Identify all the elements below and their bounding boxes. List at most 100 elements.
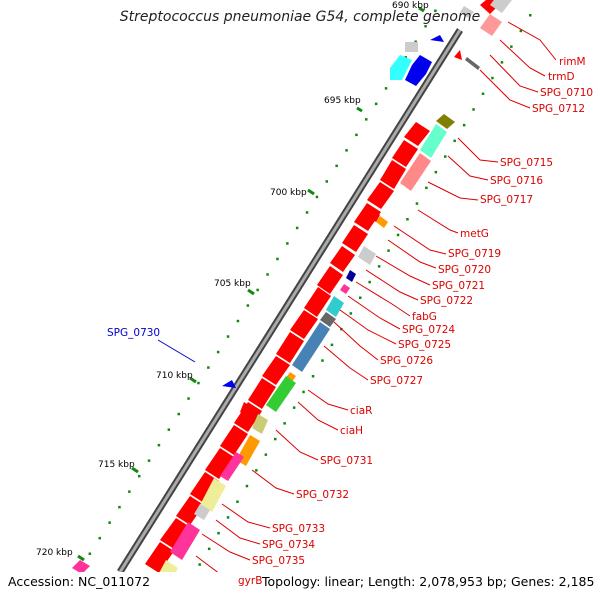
gene-label: gyrB xyxy=(238,575,262,587)
genome-backbone-highlight xyxy=(118,29,462,572)
gene-label: rimM xyxy=(559,56,586,68)
leader-line xyxy=(365,269,419,301)
guide-dot xyxy=(349,312,353,315)
gene-feature xyxy=(262,356,290,385)
guide-dot xyxy=(138,474,141,478)
guide-dot xyxy=(147,459,151,462)
gene-label: SPG_0724 xyxy=(402,324,455,336)
gene-feature xyxy=(205,448,234,479)
leader-line xyxy=(221,503,271,529)
guide-dot xyxy=(207,547,211,551)
scale-ticks xyxy=(77,6,425,562)
guide-dot xyxy=(434,9,437,12)
gene-feature xyxy=(405,42,418,52)
guide-dot xyxy=(396,233,400,237)
gene-label: SPG_0735 xyxy=(252,555,305,567)
guide-dot xyxy=(444,155,447,158)
gene-feature xyxy=(436,114,455,129)
guide-dot xyxy=(424,25,427,28)
gene-feature xyxy=(317,266,343,294)
guide-dot xyxy=(187,397,190,400)
guide-dot xyxy=(118,505,121,509)
guide-dot xyxy=(453,139,456,143)
gene-label: SPG_0712 xyxy=(532,103,585,115)
guide-dot xyxy=(315,195,319,199)
scale-tick xyxy=(418,6,425,13)
gene-feature xyxy=(304,287,331,317)
genome-summary-text: Topology: linear; Length: 2,078,953 bp; … xyxy=(262,574,595,589)
gene-label: SPG_0720 xyxy=(438,264,491,276)
gene-feature xyxy=(240,402,250,416)
gene-feature xyxy=(320,312,336,327)
guide-dot xyxy=(414,40,417,43)
guide-dot xyxy=(226,516,230,519)
gene-feature xyxy=(145,542,174,572)
guide-dot xyxy=(384,87,388,90)
guide-dot xyxy=(529,14,532,17)
gene-feature xyxy=(266,376,296,412)
leader-line xyxy=(417,209,459,234)
gene-feature xyxy=(390,55,412,80)
guide-dot xyxy=(246,304,250,307)
guide-dot xyxy=(255,469,258,472)
leader-line xyxy=(201,533,251,561)
guide-dot xyxy=(302,390,305,394)
gene-label: SPG_0716 xyxy=(490,175,543,187)
gene-label: SPG_0710 xyxy=(540,87,593,99)
gene-feature xyxy=(420,124,447,158)
guide-dot xyxy=(167,428,171,431)
gene-feature xyxy=(358,246,376,265)
guide-dot xyxy=(330,343,334,347)
guide-dot xyxy=(128,490,131,493)
gene-label: SPG_0731 xyxy=(320,455,373,467)
gene-feature xyxy=(248,378,276,409)
leader-line xyxy=(297,401,339,431)
gene-labels: rimM trmD SPG_0710 SPG_0712 SPG_0715 SPG… xyxy=(107,56,593,587)
guide-dot xyxy=(207,366,210,369)
scale-label: 705 kbp xyxy=(214,279,251,289)
gene-label: ciaH xyxy=(340,425,363,437)
gene-label: ciaR xyxy=(350,405,372,417)
gene-feature xyxy=(326,296,344,317)
guide-dot xyxy=(236,319,240,323)
leader-line xyxy=(275,429,319,461)
gene-feature xyxy=(346,270,356,282)
gene-label: metG xyxy=(460,228,489,240)
guide-dot xyxy=(406,218,409,221)
leader-line xyxy=(427,181,479,201)
guide-dot xyxy=(264,453,268,456)
guide-dot xyxy=(472,108,475,111)
guide-dot xyxy=(500,61,504,64)
gene-feature xyxy=(342,225,368,252)
guide-dot xyxy=(274,437,277,441)
guide-dot xyxy=(434,170,438,174)
gene-feature xyxy=(380,160,406,189)
gene-label: fabG xyxy=(412,311,437,323)
leader-line xyxy=(157,339,196,363)
gene-label: SPG_0726 xyxy=(380,355,433,367)
scale-label: 715 kbp xyxy=(98,460,135,470)
guide-dot xyxy=(387,249,390,252)
guide-dot xyxy=(245,484,249,488)
gene-feature xyxy=(430,35,444,42)
guide-dot xyxy=(217,531,220,535)
guide-dot xyxy=(415,202,419,205)
gene-feature xyxy=(159,560,178,572)
gene-color-track xyxy=(159,0,512,572)
guide-dot xyxy=(335,164,338,168)
guide-dot xyxy=(368,280,371,284)
gene-label: SPG_0721 xyxy=(432,280,485,292)
scale-tick xyxy=(189,376,197,384)
leader-line xyxy=(507,21,557,61)
gene-feature xyxy=(354,203,381,231)
gene-label: SPG_0727 xyxy=(370,375,423,387)
gene-feature xyxy=(276,332,304,363)
genome-title: Streptococcus pneumoniae G54, complete g… xyxy=(119,9,481,25)
inner-track-features xyxy=(370,6,480,222)
scale-label: 695 kbp xyxy=(324,96,361,106)
guide-dot xyxy=(198,563,201,566)
guide-dot xyxy=(365,118,368,121)
scale-tick xyxy=(247,288,255,296)
scale-labels: 690 kbp 695 kbp 700 kbp 705 kbp 710 kbp … xyxy=(36,1,429,558)
